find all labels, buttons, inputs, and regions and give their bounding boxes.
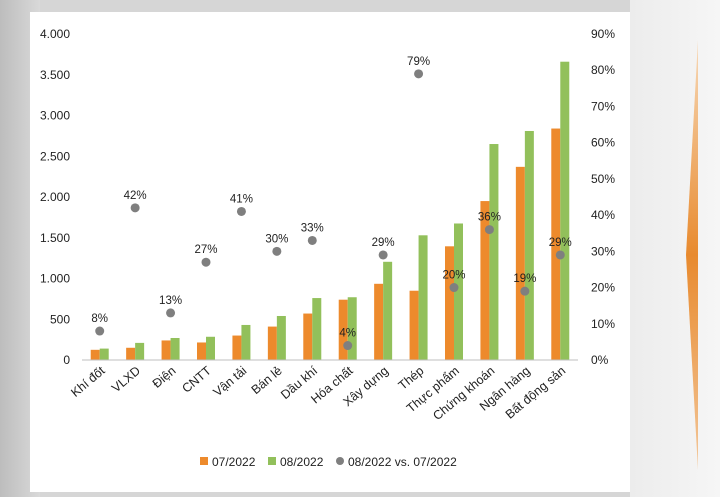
- right-axis-tick-label: 10%: [591, 317, 615, 331]
- change-point-label: 30%: [265, 233, 288, 245]
- bar-07-2022: [90, 349, 100, 360]
- left-axis-tick-label: 2.500: [40, 149, 70, 163]
- bar-07-2022: [197, 342, 206, 360]
- bar-08-2022: [206, 336, 215, 360]
- change-point: [95, 326, 105, 336]
- change-point-label: 8%: [91, 313, 108, 325]
- scatter-points: 8% 42% 13% 27% 41% 30% 33% 4% 29% 79% 20% 36% 19% 29%: [91, 56, 572, 351]
- change-point: [378, 250, 388, 260]
- change-point-label: 4%: [339, 328, 356, 340]
- change-point: [130, 203, 140, 213]
- left-axis-tick-label: 0: [63, 353, 70, 367]
- legend-label: 08/2022: [280, 455, 324, 469]
- change-point: [449, 283, 459, 293]
- x-axis-category-label: Khí đốt: [68, 363, 108, 400]
- change-point-label: 41%: [230, 193, 253, 205]
- bar-07-2022: [409, 290, 419, 360]
- right-axis-tick-label: 20%: [591, 281, 615, 295]
- bar-08-2022: [347, 297, 357, 360]
- left-axis-tick-label: 1.500: [40, 231, 70, 245]
- change-point-label: 19%: [513, 273, 536, 285]
- bar-07-2022: [267, 326, 277, 360]
- bar-08-2022: [170, 337, 180, 360]
- change-point: [201, 257, 211, 267]
- change-point-label: 13%: [159, 295, 182, 307]
- change-point-label: 42%: [124, 190, 147, 202]
- change-point: [343, 341, 353, 351]
- bar-07-2022: [338, 299, 348, 360]
- left-axis-tick-label: 3.000: [40, 109, 70, 123]
- left-axis-tick-label: 2.000: [40, 190, 70, 204]
- right-axis: 0% 10% 20% 30% 40% 50% 60% 70% 80% 90%: [591, 27, 615, 367]
- right-axis-tick-label: 60%: [591, 136, 615, 150]
- change-point-label: 20%: [442, 270, 465, 282]
- legend-label: 08/2022 vs. 07/2022: [348, 455, 457, 469]
- bar-08-2022: [135, 342, 145, 360]
- x-axis-category-label: Vận tải: [211, 364, 250, 400]
- left-axis-tick-label: 4.000: [40, 27, 70, 41]
- bar-08-2022: [312, 298, 322, 360]
- bar-08-2022: [418, 235, 428, 360]
- right-axis-tick-label: 70%: [591, 99, 615, 113]
- left-axis-tick-label: 500: [50, 312, 70, 326]
- bar-08-2022: [489, 144, 499, 360]
- left-axis: 0 500 1.000 1.500 2.000 2.500 3.000 3.500 4.000: [40, 27, 70, 367]
- change-point-label: 29%: [549, 237, 572, 249]
- change-point: [414, 69, 424, 79]
- right-axis-tick-label: 0%: [591, 353, 609, 367]
- change-point: [236, 206, 246, 216]
- change-point: [555, 250, 565, 260]
- change-point-label: 27%: [194, 244, 217, 256]
- change-point-label: 36%: [478, 212, 501, 224]
- change-point: [484, 225, 494, 235]
- bar-07-2022: [480, 201, 490, 360]
- bar-07-2022: [161, 340, 171, 360]
- legend-swatch: [200, 457, 208, 465]
- bar-07-2022: [232, 335, 242, 360]
- bar-08-2022: [454, 223, 463, 360]
- change-point: [520, 286, 530, 296]
- legend-label: 07/2022: [212, 455, 256, 469]
- decorative-arrow-icon: [686, 40, 698, 470]
- legend-swatch: [336, 457, 344, 465]
- x-axis-category-label: Điện: [150, 364, 179, 391]
- bar-08-2022: [241, 324, 251, 360]
- background-right: [630, 0, 720, 497]
- bar-08-2022: [524, 130, 534, 360]
- bar-07-2022: [445, 246, 454, 360]
- change-point: [307, 235, 317, 245]
- change-point-label: 79%: [407, 56, 430, 68]
- bar-08-2022: [560, 61, 570, 361]
- bar-08-2022: [99, 348, 109, 360]
- right-axis-tick-label: 30%: [591, 244, 615, 258]
- right-axis-tick-label: 80%: [591, 63, 615, 77]
- right-axis-tick-label: 50%: [591, 172, 615, 186]
- bar-08-2022: [276, 315, 286, 360]
- legend-swatch: [268, 457, 276, 465]
- x-axis-category-label: VLXD: [109, 364, 143, 396]
- bar-08-2022: [383, 261, 393, 360]
- change-point-label: 33%: [301, 222, 324, 234]
- bars: [90, 61, 570, 361]
- change-point-label: 29%: [372, 237, 395, 249]
- change-point: [272, 246, 282, 256]
- bar-07-2022: [303, 313, 313, 360]
- x-axis-category-label: Thép: [396, 364, 427, 393]
- change-point: [166, 308, 176, 318]
- bar-07-2022: [126, 347, 136, 360]
- right-axis-tick-label: 40%: [591, 208, 615, 222]
- bar-07-2022: [551, 128, 561, 360]
- right-axis-tick-label: 90%: [591, 27, 615, 41]
- left-axis-tick-label: 3.500: [40, 68, 70, 82]
- x-axis-category-label: CNTT: [179, 363, 214, 395]
- legend: 07/2022 08/2022 08/2022 vs. 07/2022: [200, 455, 457, 469]
- bar-07-2022: [374, 283, 384, 360]
- left-axis-tick-label: 1.000: [40, 272, 70, 286]
- bar-07-2022: [515, 166, 525, 360]
